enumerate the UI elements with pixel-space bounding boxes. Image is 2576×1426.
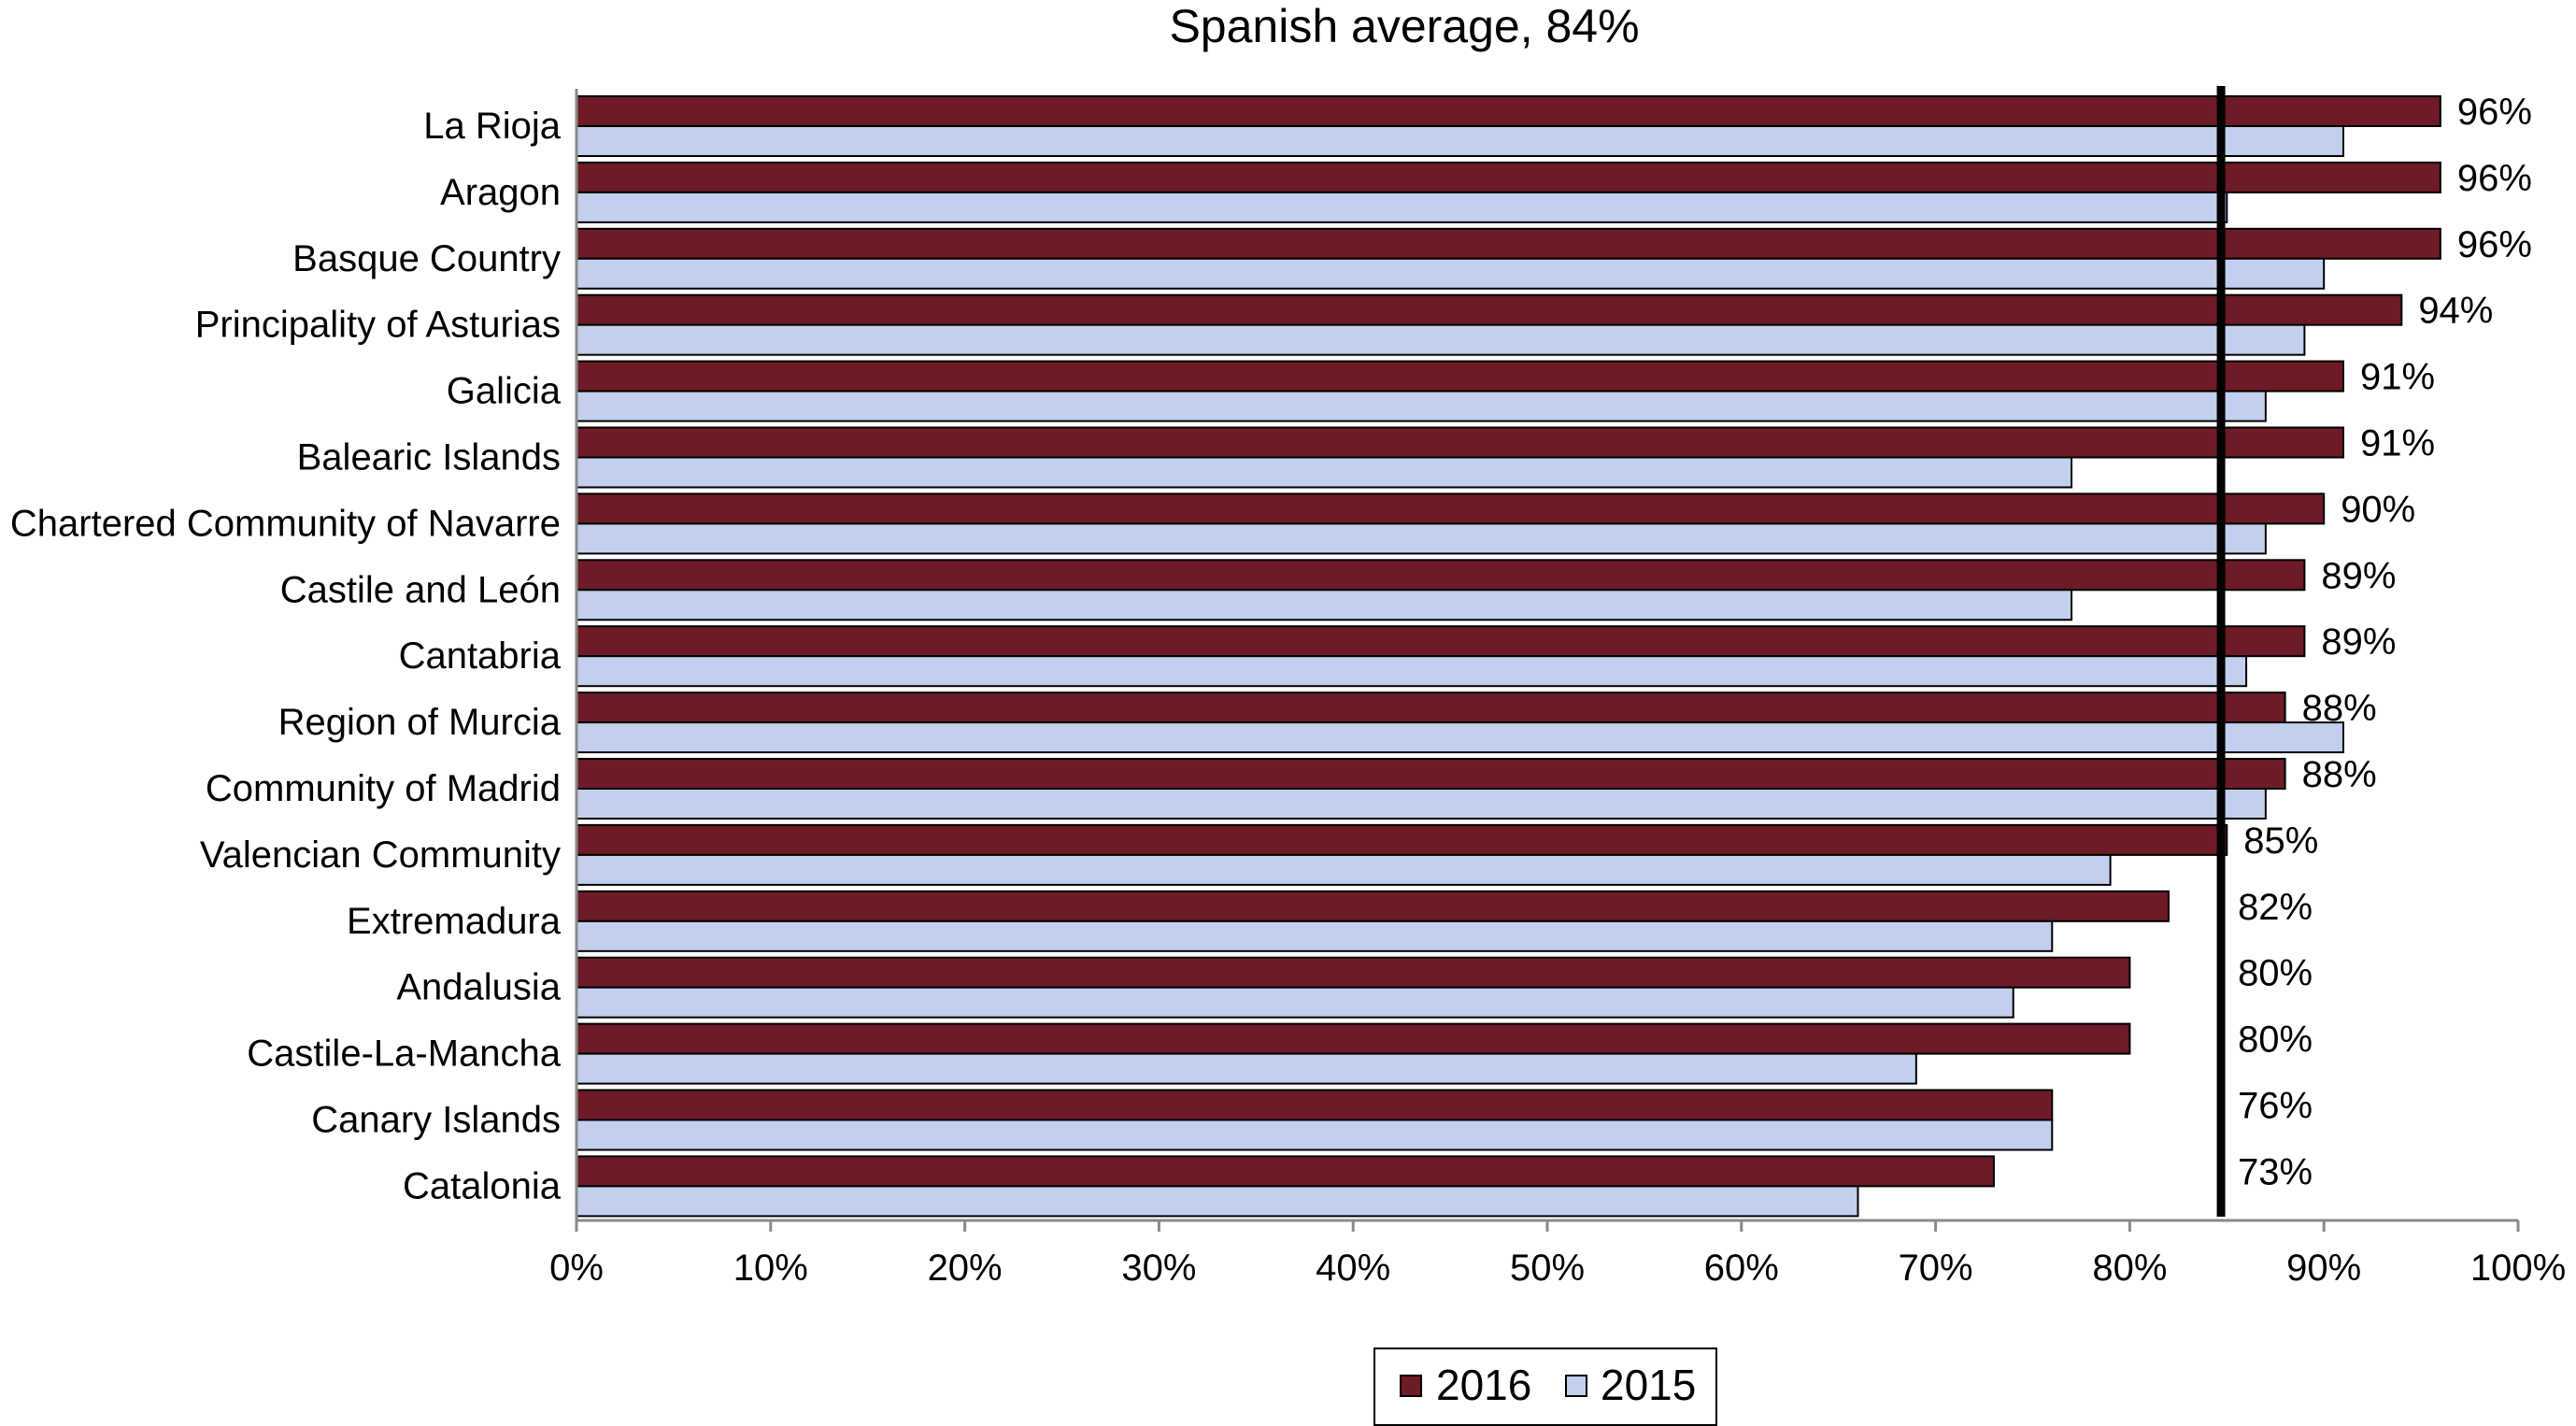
bar-2016-principality-of-asturias	[576, 293, 2403, 326]
bar-2016-valencian-community	[576, 823, 2228, 856]
bar-2016-galicia	[576, 360, 2344, 392]
bar-2015-basque-country	[576, 257, 2326, 290]
category-label-chartered-community-of-navarre: Chartered Community of Navarre	[10, 503, 561, 544]
data-label-2016-balearic-islands: 91%	[2360, 423, 2435, 464]
bar-2015-valencian-community	[576, 853, 2112, 886]
data-label-2016-andalusia: 80%	[2238, 953, 2313, 994]
bar-2015-catalonia	[576, 1185, 1859, 1218]
data-label-2016-principality-of-asturias: 94%	[2418, 291, 2493, 332]
data-label-2016-aragon: 96%	[2457, 158, 2532, 199]
data-label-2016-valencian-community: 85%	[2243, 820, 2318, 862]
bar-2016-aragon	[576, 161, 2441, 193]
bar-2016-catalonia	[576, 1155, 1995, 1188]
bar-2016-la-rioja	[576, 95, 2441, 127]
bar-2016-castile-and-leon	[576, 559, 2306, 592]
data-labels: 96% 96% 96% 94% 91% 91% 90% 89% 89% 88% 88% 85% 82% 8…	[2238, 92, 2532, 1192]
category-label-andalusia: Andalusia	[396, 967, 561, 1008]
legend-swatch-2016	[1400, 1375, 1422, 1397]
data-label-2016-catalonia: 73%	[2238, 1151, 2313, 1192]
category-label-galicia: Galicia	[447, 371, 562, 412]
x-tick-label-20: 20%	[928, 1248, 1003, 1289]
bar-2015-balearic-islands	[576, 456, 2073, 489]
data-label-2016-castile-and-leon: 89%	[2321, 555, 2396, 596]
category-label-principality-of-asturias: Principality of Asturias	[195, 305, 561, 346]
legend-swatch-2015	[1565, 1375, 1587, 1397]
x-tick-label-90: 90%	[2286, 1248, 2361, 1289]
bar-2015-aragon	[576, 191, 2228, 223]
category-label-basque-country: Basque Country	[292, 238, 561, 279]
category-labels: La Rioja Aragon Basque Country Principality…	[10, 106, 562, 1206]
data-label-2016-cantabria: 89%	[2321, 621, 2396, 663]
bar-2015-canary-islands	[576, 1119, 2054, 1151]
legend-box	[1373, 1348, 1717, 1426]
bar-2016-canary-islands	[576, 1089, 2054, 1121]
category-label-castile-la-mancha: Castile-La-Mancha	[247, 1034, 561, 1075]
bar-2016-chartered-community-of-navarre	[576, 492, 2326, 525]
x-tick-label-60: 60%	[1704, 1248, 1779, 1289]
data-label-2016-basque-country: 96%	[2457, 224, 2532, 265]
bar-2015-castile-la-mancha	[576, 1052, 1917, 1085]
data-label-2016-extremadura: 82%	[2238, 887, 2313, 928]
category-label-extremadura: Extremadura	[347, 901, 562, 942]
category-label-valencian-community: Valencian Community	[200, 834, 561, 876]
bar-2015-principality-of-asturias	[576, 323, 2306, 356]
category-label-castile-and-leon: Castile and León	[280, 569, 561, 610]
x-tick-label-80: 80%	[2092, 1248, 2167, 1289]
category-label-region-of-murcia: Region of Murcia	[278, 702, 562, 743]
bar-2015-region-of-murcia	[576, 721, 2344, 754]
category-label-balearic-islands: Balearic Islands	[297, 437, 561, 478]
data-label-2016-la-rioja: 96%	[2457, 92, 2532, 133]
bar-2015-galicia	[576, 390, 2267, 422]
bar-2015-andalusia	[576, 986, 2014, 1019]
data-label-2016-canary-islands: 76%	[2238, 1086, 2313, 1127]
legend: 2016 2015	[1373, 1348, 1717, 1426]
chart-title: Spanish average, 84%	[1169, 0, 1639, 52]
bar-2016-andalusia	[576, 956, 2131, 989]
bar-2015-chartered-community-of-navarre	[576, 522, 2267, 555]
bar-2015-extremadura	[576, 920, 2054, 952]
bar-2016-extremadura	[576, 890, 2170, 922]
bar-2016-balearic-islands	[576, 426, 2344, 459]
bar-2015-la-rioja	[576, 125, 2344, 157]
legend-label-2015: 2015	[1601, 1361, 1696, 1409]
bar-2015-cantabria	[576, 655, 2248, 688]
x-tick-label-10: 10%	[733, 1248, 808, 1289]
bar-2015-community-of-madrid	[576, 788, 2267, 820]
bar-2016-castile-la-mancha	[576, 1022, 2131, 1055]
data-label-2016-galicia: 91%	[2360, 357, 2435, 398]
category-label-cantabria: Cantabria	[399, 635, 562, 677]
bar-2015-castile-and-leon	[576, 589, 2073, 621]
category-label-catalonia: Catalonia	[403, 1165, 562, 1206]
x-axis-ticks: 0% 10% 20% 30% 40% 50% 60% 70% 80% 90% 100%	[549, 1220, 2566, 1289]
category-label-la-rioja: La Rioja	[423, 106, 562, 147]
bar-2016-region-of-murcia	[576, 692, 2286, 724]
x-tick-label-30: 30%	[1121, 1248, 1196, 1289]
data-label-2016-chartered-community-of-navarre: 90%	[2341, 489, 2415, 530]
category-label-aragon: Aragon	[440, 172, 561, 213]
category-label-community-of-madrid: Community of Madrid	[206, 768, 561, 809]
bars-group	[576, 95, 2441, 1218]
bar-2016-community-of-madrid	[576, 758, 2286, 790]
bar-2016-cantabria	[576, 625, 2306, 658]
x-tick-label-100: 100%	[2470, 1248, 2566, 1289]
x-tick-label-0: 0%	[549, 1248, 604, 1289]
x-tick-label-70: 70%	[1899, 1248, 1973, 1289]
category-label-canary-islands: Canary Islands	[311, 1100, 561, 1141]
data-label-2016-region-of-murcia: 88%	[2302, 688, 2377, 729]
legend-label-2016: 2016	[1436, 1361, 1531, 1409]
bar-2016-basque-country	[576, 227, 2441, 260]
data-label-2016-community-of-madrid: 88%	[2302, 754, 2377, 795]
x-tick-label-50: 50%	[1510, 1248, 1585, 1289]
x-tick-label-40: 40%	[1316, 1248, 1390, 1289]
data-label-2016-castile-la-mancha: 80%	[2238, 1020, 2313, 1061]
